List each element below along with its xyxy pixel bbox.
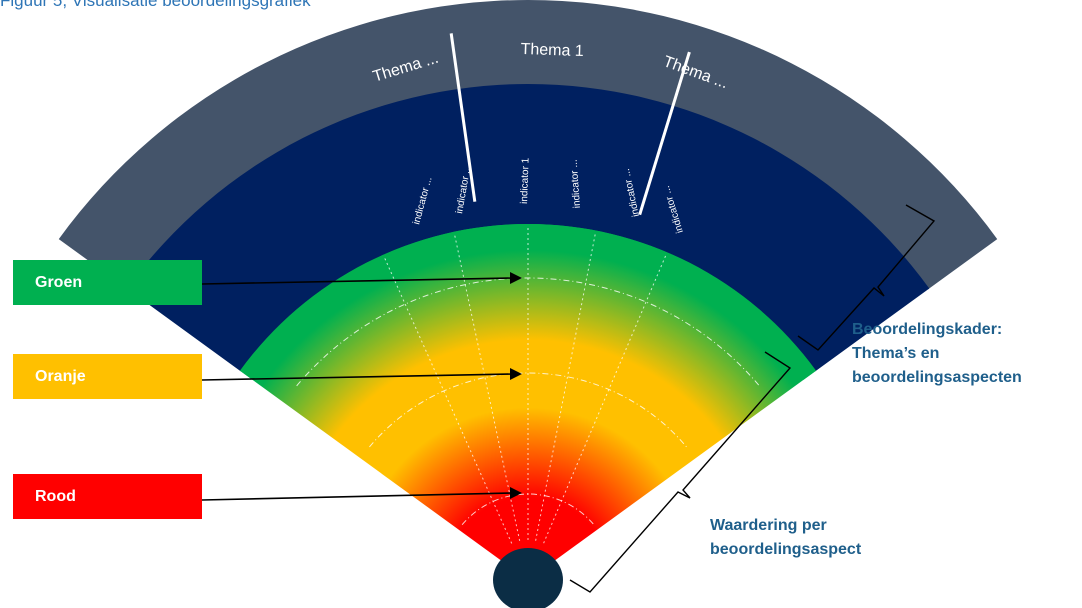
theme-band [58, 0, 998, 290]
indicator-label-4: indicator ... [569, 159, 583, 209]
theme-label-center: Thema 1 [520, 41, 584, 60]
legend-orange-label: Oranje [35, 367, 86, 385]
rating-annotation: Waardering per beoordelingsaspect [710, 514, 910, 562]
indicator-ray-2 [454, 235, 521, 541]
theme-separator-2 [638, 51, 691, 216]
arrowhead-green [510, 272, 522, 284]
zone-boundary-arc-1 [296, 277, 760, 387]
indicator-ray-4 [535, 234, 596, 541]
brace-framework [797, 204, 936, 351]
arrow-green [201, 277, 515, 285]
indicator-band [126, 84, 930, 372]
theme-separator-1 [449, 33, 477, 202]
indicator-ray-lines [384, 228, 666, 544]
rating-line-2: beoordelingsaspect [710, 541, 862, 558]
legend-red: Rood [13, 474, 202, 519]
indicator-ray-5 [543, 255, 666, 544]
framework-line-2: Thema’s en [852, 345, 940, 362]
zone-boundary-arcs [296, 277, 760, 526]
legend-red-label: Rood [35, 487, 76, 505]
indicator-label-3: indicator 1 [519, 157, 532, 204]
framework-annotation: Beoordelingskader: Thema’s en beoordelin… [852, 318, 1080, 390]
rating-zone [239, 223, 817, 580]
legend-green: Groen [13, 260, 202, 305]
zone-boundary-arc-3 [461, 493, 595, 526]
theme-separators [449, 33, 691, 216]
framework-line-3: beoordelingsaspecten [852, 369, 1022, 386]
arrow-orange [201, 373, 515, 381]
rating-line-1: Waardering per [710, 517, 827, 534]
brace-rating [569, 351, 792, 593]
framework-line-1: Beoordelingskader: [852, 321, 1003, 338]
center-hub [493, 548, 563, 608]
figure-caption: Figuur 5, Visualisatie beoordelingsgrafi… [0, 0, 311, 10]
indicator-ray-1 [384, 258, 513, 544]
legend-green-label: Groen [35, 273, 83, 291]
arrow-red [201, 492, 515, 501]
arrowhead-red [510, 487, 522, 499]
arrowhead-orange [510, 368, 522, 380]
outer-green-rim [239, 223, 817, 381]
legend-orange: Oranje [13, 354, 202, 399]
zone-boundary-arc-2 [369, 372, 687, 448]
